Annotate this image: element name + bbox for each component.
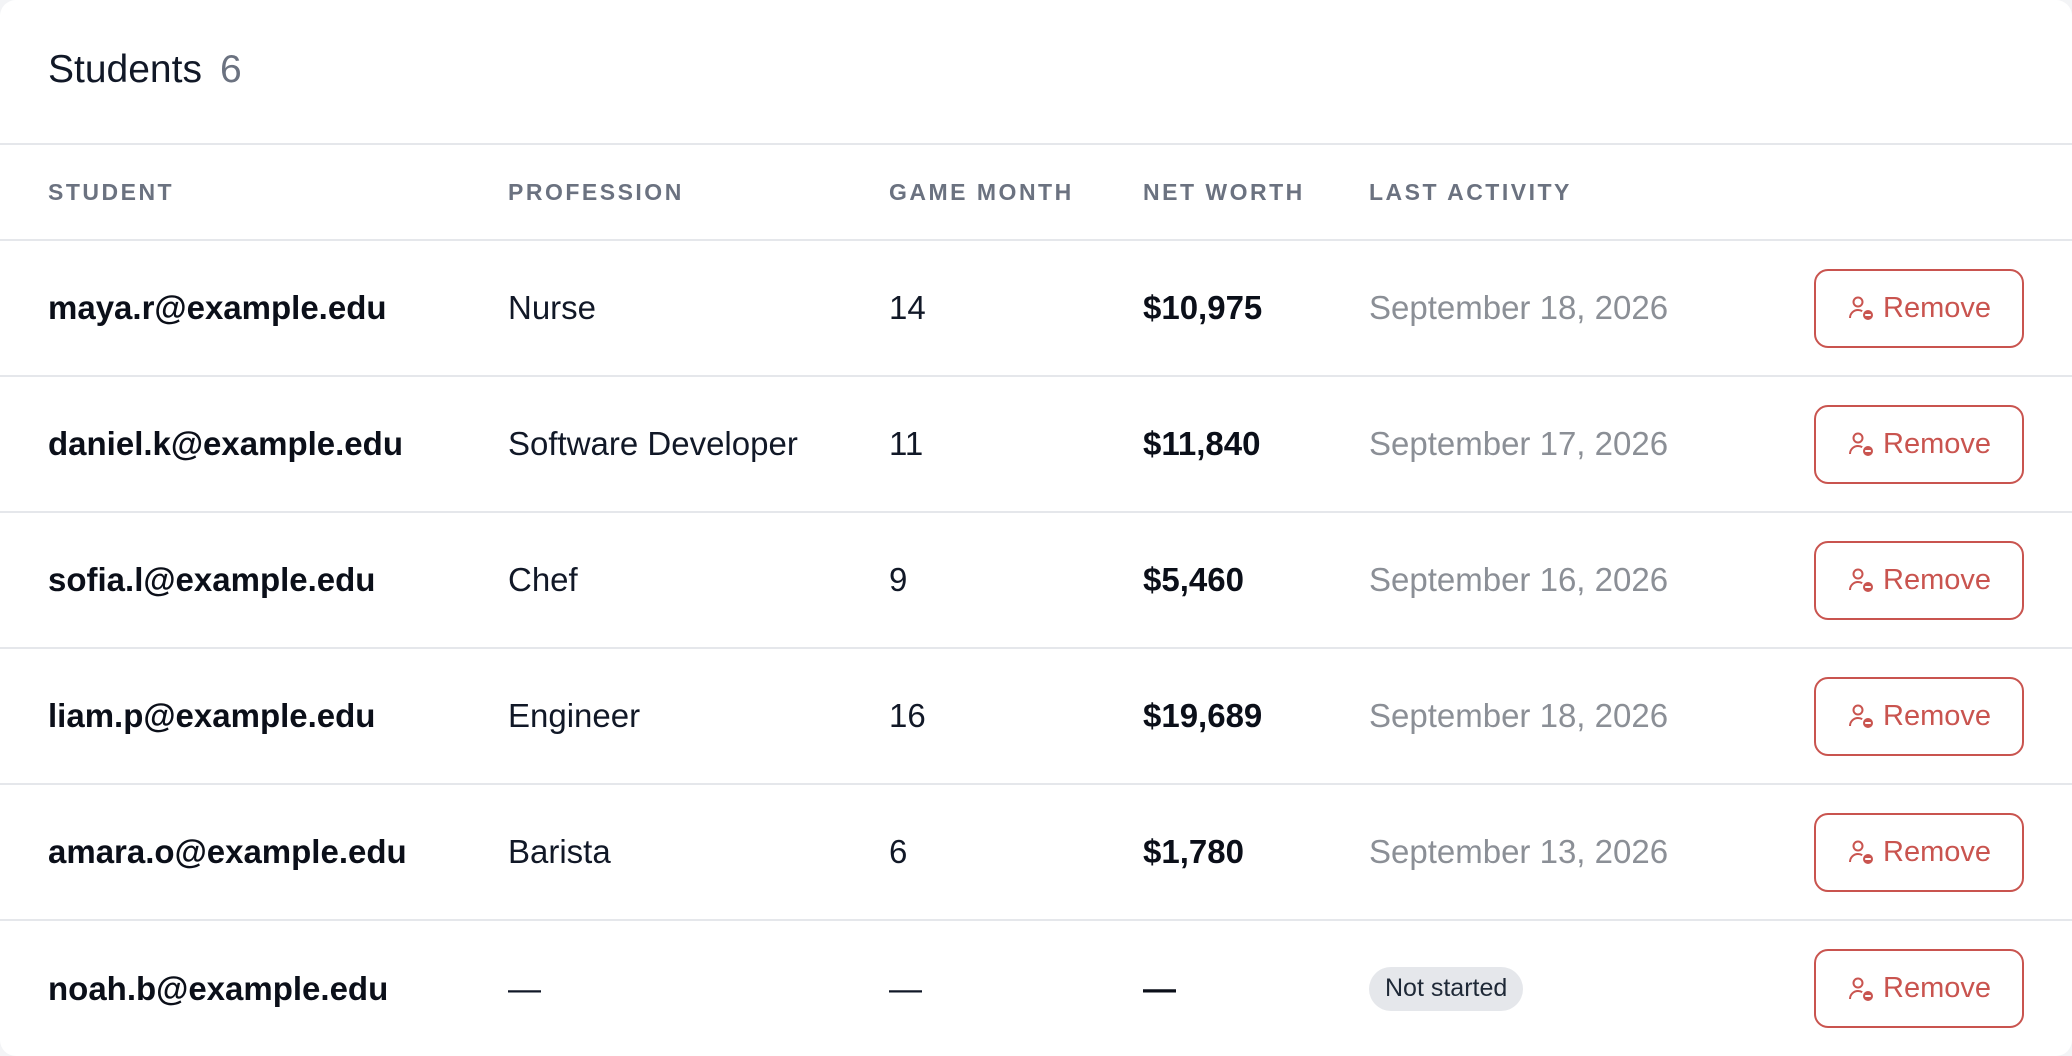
student-count: 6 [219,48,242,91]
student-email: maya.r@example.edu [0,240,508,377]
row-actions: Remove [1814,784,2072,921]
student-email: sofia.l@example.edu [0,512,508,649]
remove-button-label: Remove [1883,699,1991,732]
student-game-month: 11 [889,376,1143,513]
student-email: daniel.k@example.edu [0,376,508,513]
user-minus-icon [1847,975,1875,1003]
students-table: STUDENT PROFESSION GAME MONTH NET WORTH … [0,145,2072,1056]
column-header-student: STUDENT [0,145,508,241]
student-game-month: 16 [889,648,1143,785]
student-net-worth: $5,460 [1143,512,1369,649]
remove-button-label: Remove [1883,972,1991,1004]
remove-student-button[interactable]: Remove [1814,812,2024,892]
column-header-actions [1814,145,2072,241]
page-title: Students [48,48,202,91]
student-game-month: 14 [889,240,1143,377]
table-row: sofia.l@example.edu Chef 9 $5,460 Septem… [0,512,2072,649]
student-profession: — [508,969,541,1007]
student-last-activity: September 16, 2026 [1369,512,1814,649]
remove-button-label: Remove [1883,291,1991,324]
student-game-month: 6 [889,784,1143,921]
student-email: liam.p@example.edu [0,648,508,785]
student-last-activity: September 13, 2026 [1369,784,1814,921]
table-row: liam.p@example.edu Engineer 16 $19,689 S… [0,648,2072,785]
remove-student-button[interactable]: Remove [1814,404,2024,484]
table-row: amara.o@example.edu Barista 6 $1,780 Sep… [0,784,2072,921]
table-row: noah.b@example.edu — — — Not started Rem… [0,920,2072,1056]
student-net-worth: $11,840 [1143,376,1369,513]
table-header-row: STUDENT PROFESSION GAME MONTH NET WORTH … [0,145,2072,241]
remove-student-button[interactable]: Remove [1814,676,2024,756]
row-actions: Remove [1814,512,2072,649]
student-profession: Software Developer [508,376,889,513]
remove-student-button[interactable]: Remove [1814,268,2024,348]
remove-button-label: Remove [1883,427,1991,460]
user-minus-icon [1847,702,1875,730]
student-last-activity: Not started [1369,920,1814,1056]
remove-student-button[interactable]: Remove [1814,949,2024,1028]
student-last-activity: September 18, 2026 [1369,240,1814,377]
user-minus-icon [1847,838,1875,866]
column-header-game-month: GAME MONTH [889,145,1143,241]
row-actions: Remove [1814,240,2072,377]
row-actions: Remove [1814,376,2072,513]
table-row: maya.r@example.edu Nurse 14 $10,975 Sept… [0,240,2072,377]
student-email: noah.b@example.edu [48,969,389,1007]
column-header-net-worth: NET WORTH [1143,145,1369,241]
student-net-worth: $10,975 [1143,240,1369,377]
column-header-last-activity: LAST ACTIVITY [1369,145,1814,241]
user-minus-icon [1847,294,1875,322]
student-game-month: — [889,969,922,1007]
remove-button-label: Remove [1883,563,1991,596]
student-game-month: 9 [889,512,1143,649]
student-last-activity: September 17, 2026 [1369,376,1814,513]
card-header: Students 6 [0,0,2072,145]
column-header-profession: PROFESSION [508,145,889,241]
remove-button-label: Remove [1883,835,1991,868]
row-actions: Remove [1814,648,2072,785]
student-net-worth: — [1143,969,1176,1007]
student-net-worth: $19,689 [1143,648,1369,785]
user-minus-icon [1847,430,1875,458]
student-profession: Nurse [508,240,889,377]
student-profession: Chef [508,512,889,649]
student-profession: Barista [508,784,889,921]
student-email: amara.o@example.edu [0,784,508,921]
table-row: daniel.k@example.edu Software Developer … [0,376,2072,513]
student-profession: Engineer [508,648,889,785]
status-badge: Not started [1369,966,1524,1012]
remove-student-button[interactable]: Remove [1814,540,2024,620]
user-minus-icon [1847,566,1875,594]
student-last-activity: September 18, 2026 [1369,648,1814,785]
student-net-worth: $1,780 [1143,784,1369,921]
row-actions: Remove [1814,920,2072,1056]
